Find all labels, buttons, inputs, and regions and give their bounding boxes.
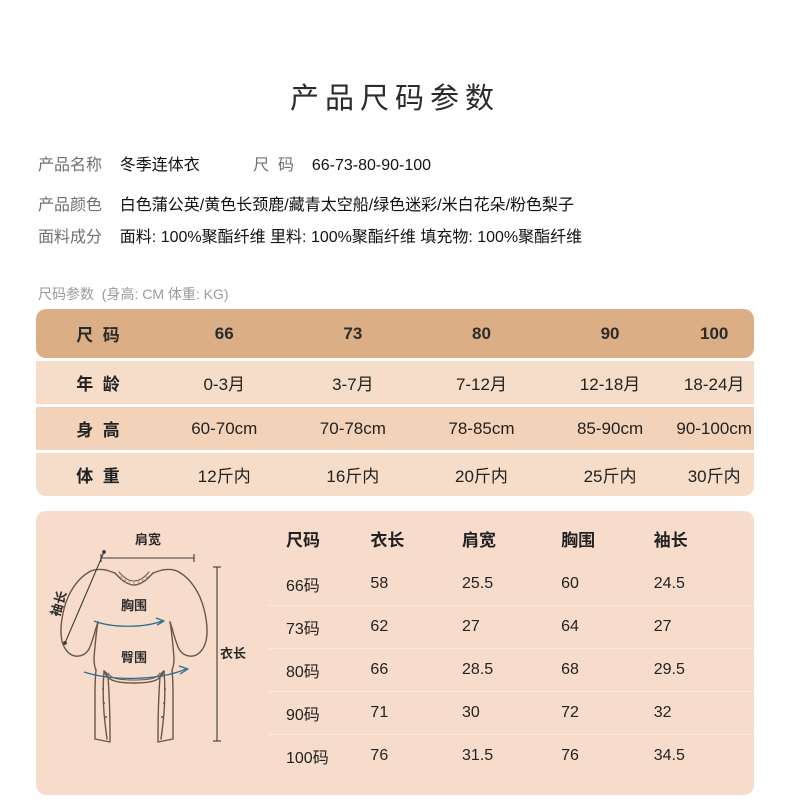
svg-text:肩宽: 肩宽 xyxy=(135,532,161,547)
svg-text:衣长: 衣长 xyxy=(220,646,246,661)
svg-text:臀围: 臀围 xyxy=(121,650,147,665)
svg-text:袖长: 袖长 xyxy=(48,589,70,618)
svg-text:胸围: 胸围 xyxy=(121,598,147,613)
